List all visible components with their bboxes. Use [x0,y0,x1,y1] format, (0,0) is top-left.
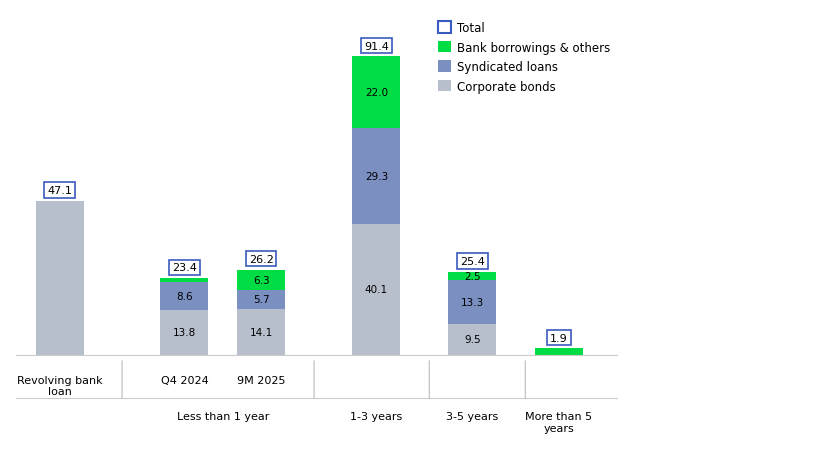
Bar [160,310,209,355]
Text: 3-5 years: 3-5 years [446,411,499,421]
Text: 2.5: 2.5 [464,272,481,282]
Bar [238,309,285,355]
Text: Less than 1 year: Less than 1 year [177,411,269,421]
Text: Q4 2024: Q4 2024 [160,375,208,385]
Text: 9.5: 9.5 [464,334,481,344]
Legend: Total, Bank borrowings & others, Syndicated loans, Corporate bonds: Total, Bank borrowings & others, Syndica… [438,22,611,93]
Bar [238,290,285,309]
Text: 6.3: 6.3 [253,275,270,285]
Bar [160,279,209,282]
Text: 5.7: 5.7 [253,295,270,305]
Bar [353,224,400,355]
Text: 14.1: 14.1 [250,327,273,337]
Text: 25.4: 25.4 [460,257,485,267]
Text: 23.4: 23.4 [172,263,197,273]
Text: 26.2: 26.2 [249,254,274,264]
Bar [353,57,400,129]
Bar [160,282,209,310]
Text: 91.4: 91.4 [364,41,389,51]
Bar [353,129,400,224]
Text: 8.6: 8.6 [176,291,193,301]
Text: 13.3: 13.3 [461,297,484,307]
Bar [449,273,496,281]
Bar [449,281,496,324]
Text: 9M 2025: 9M 2025 [237,375,285,385]
Text: 22.0: 22.0 [365,88,388,98]
Text: 13.8: 13.8 [173,328,196,338]
Text: 1.9: 1.9 [550,333,568,343]
Bar [238,270,285,290]
Text: Revolving bank
loan: Revolving bank loan [16,375,103,396]
Bar [449,324,496,355]
Text: 29.3: 29.3 [365,172,388,182]
Text: More than 5
years: More than 5 years [525,411,593,433]
Bar [35,202,84,355]
Text: 40.1: 40.1 [365,285,388,294]
Text: 47.1: 47.1 [47,186,72,196]
Bar [535,349,583,355]
Text: 1-3 years: 1-3 years [350,411,403,421]
